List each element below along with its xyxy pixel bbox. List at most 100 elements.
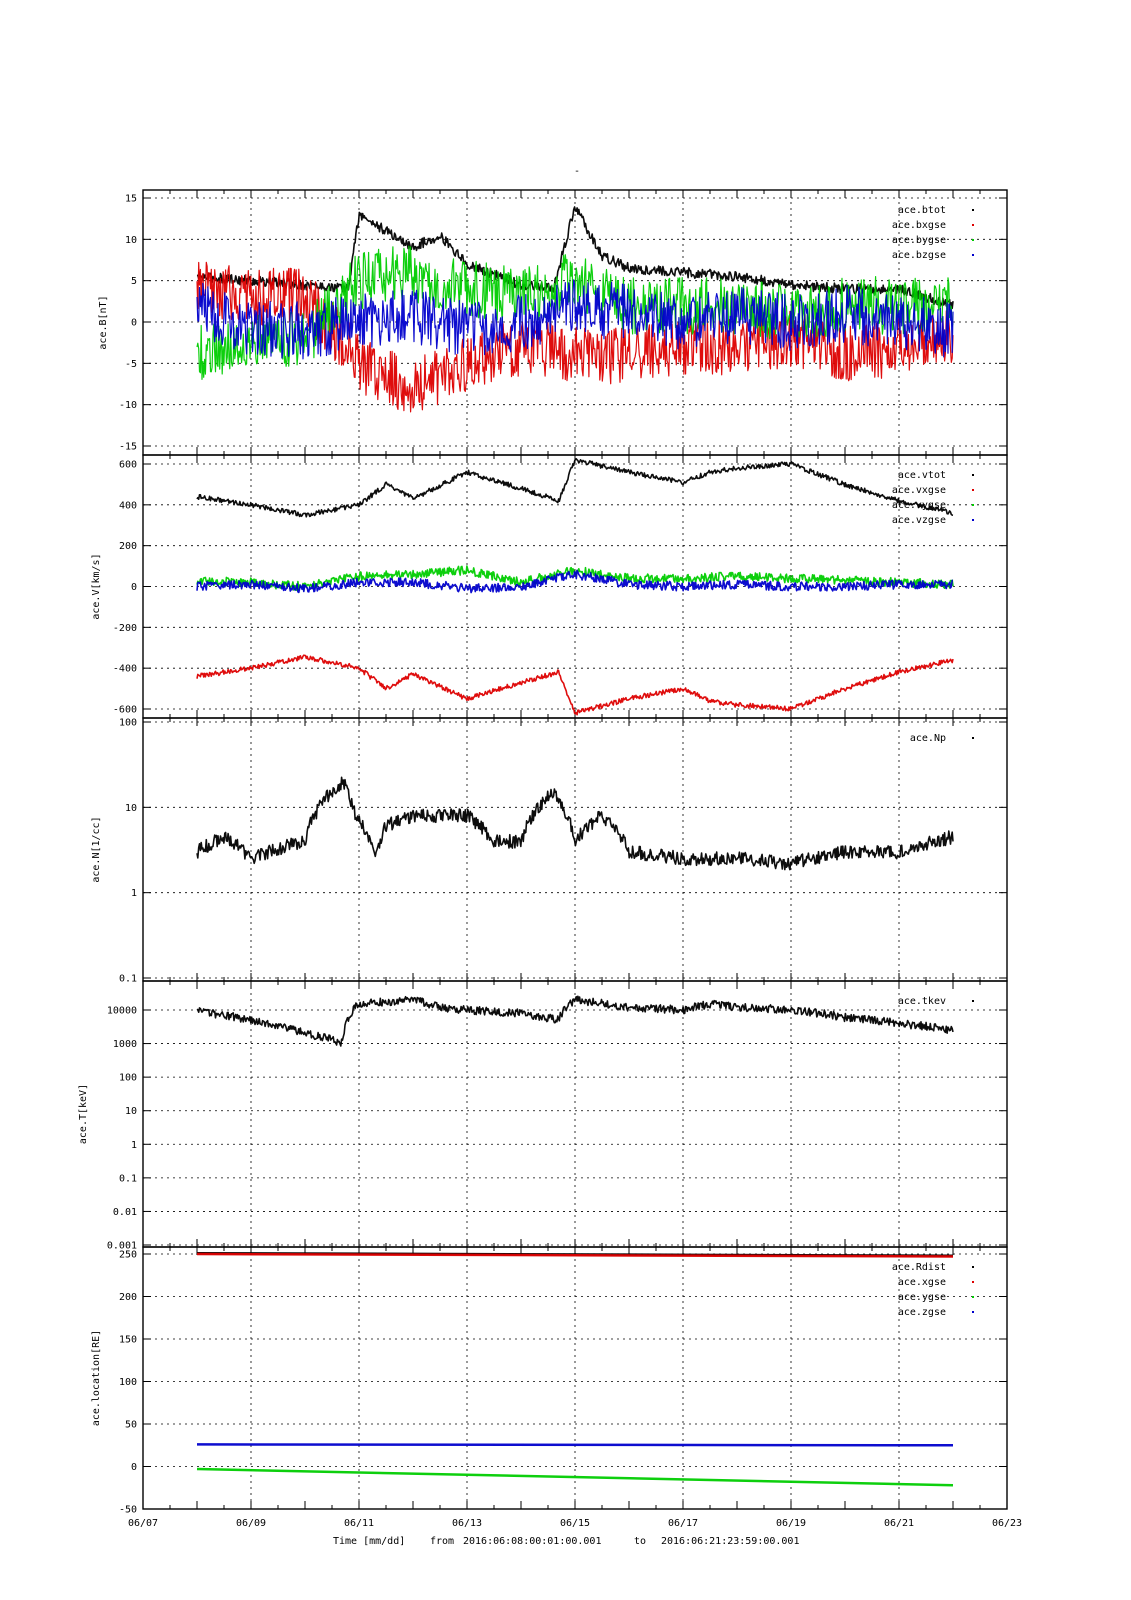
series-ace-Np	[196, 776, 954, 871]
legend-marker	[972, 209, 974, 211]
panel-data	[196, 1251, 954, 1487]
y-tick-label: 0	[131, 1462, 137, 1473]
legend-label: ace.Np	[910, 733, 946, 744]
legend-label: ace.zgse	[898, 1307, 946, 1318]
y-tick-label: 10	[125, 235, 137, 246]
series-ace-btot	[196, 206, 954, 310]
y-axis-label: ace.B[nT]	[98, 295, 109, 349]
y-tick-label: -50	[119, 1505, 137, 1516]
y-tick-label: 200	[119, 541, 137, 552]
y-tick-label: 10	[125, 803, 137, 814]
y-tick-label: 200	[119, 1292, 137, 1303]
y-tick-label: -600	[113, 705, 137, 716]
footer-time-label: Time [mm/dd]	[333, 1536, 405, 1547]
y-tick-label: 50	[125, 1420, 137, 1431]
legend-label: ace.tkev	[898, 996, 946, 1007]
y-tick-label: 10	[125, 1106, 137, 1117]
legend-marker	[972, 519, 974, 521]
panel-data	[196, 995, 954, 1047]
series-ace-ygse	[196, 1467, 954, 1487]
y-tick-label: 0.1	[119, 974, 137, 985]
panel-data	[196, 206, 954, 413]
y-tick-label: 100	[119, 1073, 137, 1084]
panel-1: -15 -10 -5 0 5 10 15 ace.btot ace.bxgse ace.bygse…	[98, 189, 1008, 456]
y-tick-label: -5	[125, 359, 137, 370]
y-tick-label: 1000	[113, 1039, 137, 1050]
y-tick-label: -400	[113, 664, 137, 675]
panel-3: 0.1 1 10 100 ace.Np ace.N[1/cc]	[91, 717, 1008, 985]
x-tick-label: 06/09	[236, 1518, 266, 1529]
series-ace-tkev	[196, 995, 954, 1047]
panel-5: -50 0 50 100 150 200 250 ace.Rdist ace.xgse ace.y…	[91, 1246, 1008, 1516]
x-tick-label: 06/17	[668, 1518, 698, 1529]
series-ace-bzgse	[196, 279, 954, 360]
series-ace-vzgse	[196, 569, 954, 594]
footer-from-value: 2016:06:08:00:01:00.001	[463, 1536, 601, 1547]
legend-marker	[972, 1311, 974, 1313]
y-tick-label: -10	[119, 400, 137, 411]
legend-marker	[972, 1296, 974, 1298]
x-tick-label: 06/15	[560, 1518, 590, 1529]
y-tick-label: 1	[131, 888, 137, 899]
legend-label: ace.vtot	[898, 470, 946, 481]
y-tick-label: -200	[113, 623, 137, 634]
y-tick-label: 100	[119, 718, 137, 729]
legend-marker	[972, 489, 974, 491]
y-tick-label: 0	[131, 582, 137, 593]
series-ace-vxgse	[196, 654, 954, 716]
legend-marker	[972, 224, 974, 226]
legend-marker	[972, 254, 974, 256]
legend-label: ace.vzgse	[892, 515, 946, 526]
legend-label: ace.Rdist	[892, 1262, 946, 1273]
legend-marker	[972, 239, 974, 241]
legend-marker	[972, 1281, 974, 1283]
series-ace-xgse	[196, 1252, 954, 1258]
x-tick-label: 06/07	[128, 1518, 158, 1529]
legend-label: ace.vygse	[892, 500, 946, 511]
legend-label: ace.xgse	[898, 1277, 946, 1288]
series-ace-zgse	[196, 1443, 954, 1447]
y-tick-label: 400	[119, 500, 137, 511]
y-tick-label: 100	[119, 1377, 137, 1388]
panel-frame	[142, 1246, 1008, 1510]
legend-marker	[972, 1000, 974, 1002]
legend-label: ace.ygse	[898, 1292, 946, 1303]
panel-4: 0.001 0.01 0.1 1 10 100 1000 10000 ace.tkev ace.T…	[78, 980, 1008, 1252]
legend-marker	[972, 1266, 974, 1268]
y-tick-label: 0.001	[107, 1241, 137, 1252]
x-tick-label: 06/13	[452, 1518, 482, 1529]
footer-to-value: 2016:06:21:23:59:00.001	[661, 1536, 799, 1547]
y-tick-label: 1	[131, 1140, 137, 1151]
x-tick-label: 06/19	[776, 1518, 806, 1529]
y-axis-label: ace.location[RE]	[91, 1330, 102, 1426]
legend-label: ace.bxgse	[892, 220, 946, 231]
y-tick-label: 15	[125, 194, 137, 205]
legend-marker	[972, 737, 974, 739]
legend-marker	[972, 474, 974, 476]
y-tick-label: 600	[119, 460, 137, 471]
y-tick-label: 0	[131, 318, 137, 329]
y-axis-label: ace.T[keV]	[78, 1084, 89, 1144]
y-axis-label: ace.N[1/cc]	[91, 816, 102, 882]
panel-data	[196, 776, 954, 871]
legend-marker	[972, 504, 974, 506]
x-tick-label: 06/21	[884, 1518, 914, 1529]
legend-label: ace.bzgse	[892, 250, 946, 261]
footer: Time [mm/dd] from 2016:06:08:00:01:00.00…	[333, 1536, 799, 1547]
y-axis-label: ace.V[km/s]	[91, 553, 102, 619]
footer-from-label: from	[430, 1536, 454, 1547]
y-tick-label: 5	[131, 276, 137, 287]
y-tick-label: 250	[119, 1250, 137, 1261]
legend-label: ace.btot	[898, 205, 946, 216]
y-tick-label: 150	[119, 1335, 137, 1346]
y-tick-label: 0.1	[119, 1173, 137, 1184]
panel-data	[196, 458, 954, 716]
panel-2: -600 -400 -200 0 200 400 600 ace.vtot ace.vxgse a…	[91, 454, 1008, 719]
y-tick-label: 0.01	[113, 1207, 137, 1218]
legend-label: ace.bygse	[892, 235, 946, 246]
series-ace-vtot	[196, 458, 954, 518]
legend-label: ace.vxgse	[892, 485, 946, 496]
footer-to-label: to	[634, 1536, 646, 1547]
x-tick-label: 06/23	[992, 1518, 1022, 1529]
